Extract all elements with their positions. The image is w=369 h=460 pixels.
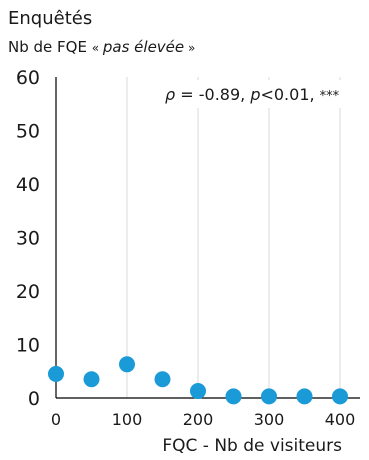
rho-value: = -0.89, — [175, 85, 250, 104]
significance-stars: *** — [320, 89, 340, 104]
y-tick-label: 20 — [16, 281, 40, 303]
data-point — [119, 356, 135, 373]
data-point — [225, 388, 242, 405]
data-point — [48, 365, 64, 382]
rho-symbol: ρ — [165, 85, 175, 104]
data-point — [261, 388, 277, 405]
y-axis-label: Nb de FQE « pas élevée » — [8, 38, 195, 56]
x-tick-label: 400 — [325, 410, 356, 429]
y-axis-label-quote-open: « — [92, 41, 103, 55]
x-tick-label: 300 — [254, 410, 285, 429]
x-tick-label: 100 — [112, 410, 143, 429]
y-axis-label-quote-close: » — [184, 41, 195, 55]
p-symbol: p — [249, 85, 260, 104]
data-point — [154, 371, 171, 388]
x-tick-label: 0 — [51, 410, 61, 429]
x-axis-label: FQC - Nb de visiteurs — [162, 436, 342, 456]
data-point — [190, 383, 206, 400]
y-ticks: 0 10 20 30 40 50 60 — [16, 67, 40, 410]
data-points — [48, 356, 348, 405]
annotation-background — [158, 80, 362, 108]
y-axis-label-emphasis: pas élevée — [102, 38, 184, 56]
data-point — [296, 388, 313, 405]
y-tick-label: 40 — [16, 174, 40, 196]
y-axis-label-part: Nb de FQE — [8, 38, 92, 56]
correlation-annotation: ρ = -0.89, p<0.01, *** — [165, 85, 340, 104]
grid-lines — [126, 77, 341, 398]
data-point — [83, 371, 100, 388]
y-tick-label: 30 — [16, 228, 40, 250]
y-tick-label: 50 — [16, 121, 40, 143]
chart-title: Enquêtés — [8, 8, 92, 29]
x-tick-label: 200 — [183, 410, 214, 429]
y-tick-label: 60 — [16, 67, 40, 89]
p-value: <0.01, — [260, 85, 319, 104]
x-ticks: 0 100 200 300 400 — [51, 410, 355, 429]
data-point — [332, 388, 348, 405]
y-tick-label: 0 — [28, 388, 40, 410]
y-tick-label: 10 — [16, 335, 40, 357]
